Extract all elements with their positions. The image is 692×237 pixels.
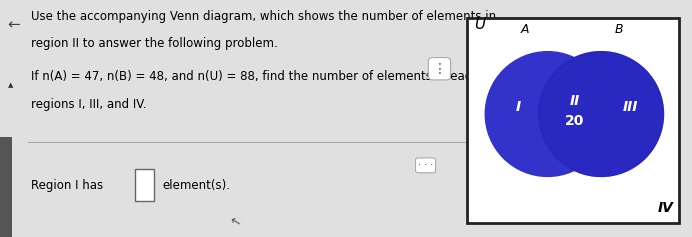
Text: regions I, III, and IV.: regions I, III, and IV.: [31, 98, 147, 111]
Text: Region I has: Region I has: [31, 179, 103, 192]
Text: A: A: [521, 23, 529, 36]
Text: III: III: [622, 100, 638, 114]
Text: I: I: [516, 100, 521, 114]
Circle shape: [538, 52, 664, 176]
Text: U: U: [474, 18, 485, 32]
Text: Use the accompanying Venn diagram, which shows the number of elements in: Use the accompanying Venn diagram, which…: [31, 10, 496, 23]
Text: element(s).: element(s).: [163, 179, 230, 192]
Text: ▲: ▲: [8, 82, 14, 88]
Text: B: B: [614, 23, 623, 36]
Bar: [0, 137, 12, 237]
Circle shape: [538, 52, 664, 176]
Text: · · ·: · · ·: [418, 160, 433, 170]
Text: ⋮: ⋮: [432, 62, 446, 76]
Circle shape: [485, 52, 610, 176]
Text: ←: ←: [7, 17, 19, 32]
Text: If n(A) = 47, n(B) = 48, and n(U) = 88, find the number of elements in each of: If n(A) = 47, n(B) = 48, and n(U) = 88, …: [31, 70, 494, 83]
Text: 20: 20: [565, 114, 584, 128]
Text: II: II: [570, 94, 579, 108]
Bar: [135, 169, 154, 201]
Text: region II to answer the following problem.: region II to answer the following proble…: [31, 37, 278, 50]
Text: ↖: ↖: [228, 214, 242, 230]
Text: IV: IV: [658, 201, 673, 215]
